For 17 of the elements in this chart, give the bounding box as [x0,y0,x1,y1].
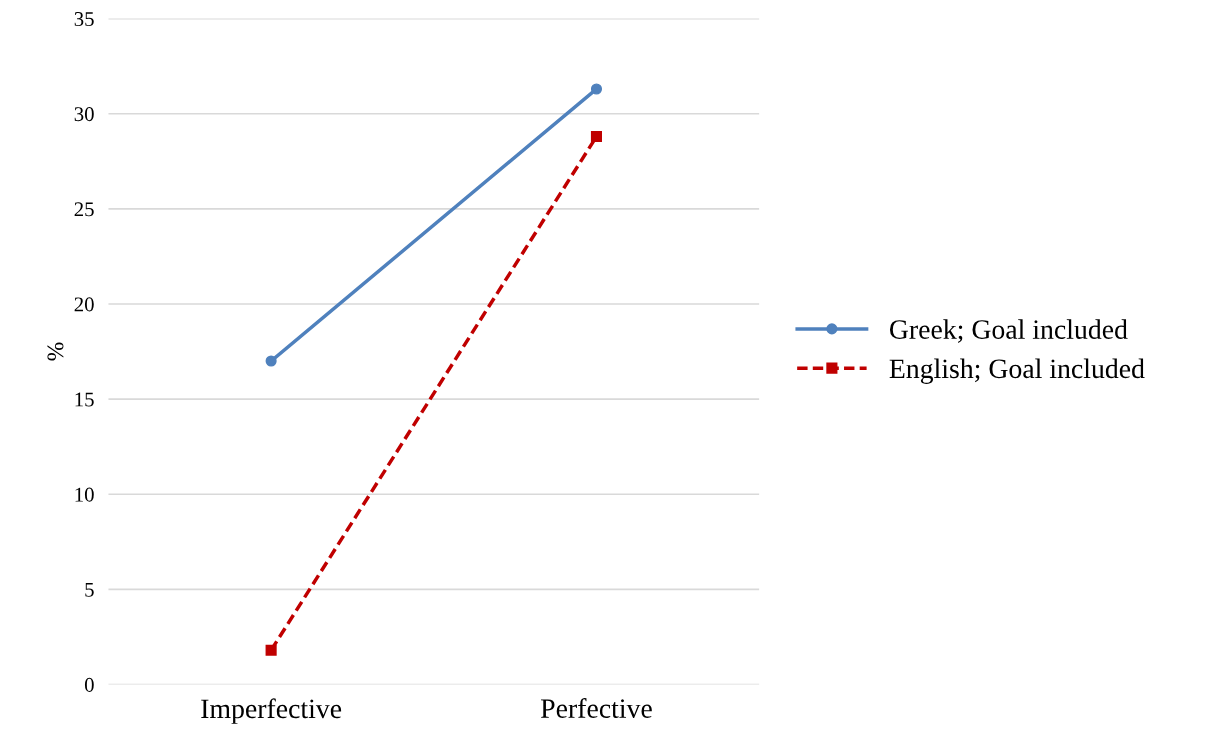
y-tick-label: 20 [74,297,94,312]
y-tick-label: 25 [74,202,94,217]
y-tick-label: 0 [84,677,94,692]
x-tick-label: Imperfective [201,698,342,724]
y-tick-label: 30 [74,107,94,122]
point [590,130,603,143]
x-tick-label: Perfective [540,698,652,718]
y-tick-label: 35 [74,12,94,27]
point [265,355,277,367]
y-axis-title: % [47,342,64,361]
point [265,644,277,656]
legend-label: Greek; Goal included [889,319,1128,343]
y-tick-label: 5 [85,582,94,597]
y-tick-label: 10 [75,487,94,502]
point [590,83,603,95]
legend-label: English; Goal included [889,358,1145,384]
y-tick-label: 15 [75,392,94,407]
